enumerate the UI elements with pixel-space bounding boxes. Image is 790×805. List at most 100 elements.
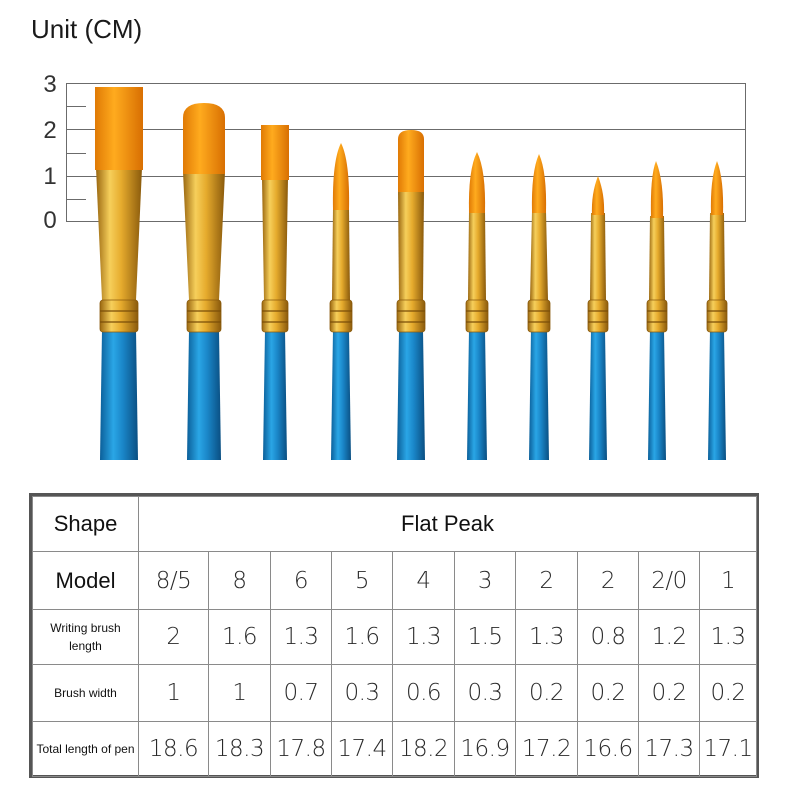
total-length-cell: 18.6 bbox=[138, 721, 209, 777]
brush-width-cell: 1 bbox=[208, 664, 271, 722]
paintbrush bbox=[183, 103, 225, 460]
brush-crimp bbox=[706, 299, 728, 333]
brush-width-cell: 0.2 bbox=[577, 664, 639, 722]
paintbrush bbox=[527, 154, 551, 460]
writing-length-cell: 1.3 bbox=[515, 609, 578, 665]
brush-crimp bbox=[329, 299, 353, 333]
total-length-cell: 17.1 bbox=[698, 721, 758, 777]
brush-crimp bbox=[465, 299, 489, 333]
brush-width-cell: 0.2 bbox=[638, 664, 700, 722]
model-row: Model 8/5 8 6 5 4 3 2 2 2/0 1 bbox=[32, 551, 758, 610]
scale-line-2 bbox=[66, 129, 746, 130]
brush-crimp bbox=[261, 299, 289, 333]
model-cell: 3 bbox=[454, 551, 516, 610]
brush-width-cell: 0.2 bbox=[515, 664, 578, 722]
scale-minor-tick bbox=[66, 199, 86, 200]
writing-length-cell: 1.5 bbox=[454, 609, 516, 665]
model-cell: 1 bbox=[698, 551, 758, 610]
brush-handle bbox=[648, 330, 666, 460]
paintbrush bbox=[706, 161, 728, 460]
writing-length-cell: 1.3 bbox=[698, 609, 758, 665]
brush-ferrule bbox=[96, 168, 142, 300]
brush-width-label: Brush width bbox=[32, 664, 139, 722]
total-length-cell: 18.2 bbox=[392, 721, 455, 777]
brush-handle bbox=[187, 330, 221, 460]
model-cell: 8/5 bbox=[138, 551, 209, 610]
brush-bristles bbox=[183, 103, 225, 174]
writing-length-cell: 1.3 bbox=[270, 609, 332, 665]
brush-set-image bbox=[95, 87, 728, 460]
brush-ferrule bbox=[468, 211, 486, 300]
brush-ferrule bbox=[262, 178, 288, 300]
brush-handle bbox=[708, 330, 726, 460]
brush-bristles bbox=[650, 161, 664, 218]
model-cell: 2 bbox=[515, 551, 578, 610]
brush-bristles bbox=[710, 161, 724, 215]
brush-crimp bbox=[587, 299, 609, 333]
unit-title: Unit (CM) bbox=[31, 14, 143, 44]
brush-width-cell: 1 bbox=[138, 664, 209, 722]
shape-label: Shape bbox=[32, 496, 139, 552]
writing-length-cell: 0.8 bbox=[577, 609, 639, 665]
total-length-cell: 17.3 bbox=[638, 721, 700, 777]
scale-label-0: 0 bbox=[43, 207, 57, 234]
brush-bristles bbox=[95, 87, 143, 170]
total-length-row: Total length of pen 18.6 18.3 17.8 17.4 … bbox=[32, 721, 758, 777]
model-cell: 8 bbox=[208, 551, 271, 610]
brush-width-cell: 0.3 bbox=[331, 664, 393, 722]
brush-crimp bbox=[646, 299, 668, 333]
writing-length-cell: 1.6 bbox=[331, 609, 393, 665]
brush-bristles bbox=[531, 154, 547, 213]
total-length-cell: 17.8 bbox=[270, 721, 332, 777]
writing-length-row: Writing brush length 2 1.6 1.3 1.6 1.3 1… bbox=[32, 609, 758, 665]
model-cell: 6 bbox=[270, 551, 332, 610]
writing-length-cell: 1.6 bbox=[208, 609, 271, 665]
model-cell: 2/0 bbox=[638, 551, 700, 610]
paintbrush bbox=[396, 130, 426, 460]
paintbrush bbox=[465, 152, 489, 460]
brush-width-cell: 0.7 bbox=[270, 664, 332, 722]
paintbrush bbox=[329, 143, 353, 460]
model-cell: 4 bbox=[392, 551, 455, 610]
total-length-cell: 17.4 bbox=[331, 721, 393, 777]
total-length-cell: 16.9 bbox=[454, 721, 516, 777]
brush-handle bbox=[100, 330, 138, 460]
scale-label-2: 2 bbox=[43, 117, 57, 144]
total-length-cell: 18.3 bbox=[208, 721, 271, 777]
writing-length-cell: 1.3 bbox=[392, 609, 455, 665]
total-length-cell: 16.6 bbox=[577, 721, 639, 777]
writing-length-cell: 1.2 bbox=[638, 609, 700, 665]
brush-bristles bbox=[332, 143, 350, 210]
brush-ferrule bbox=[709, 213, 725, 300]
total-length-cell: 17.2 bbox=[515, 721, 578, 777]
writing-length-label: Writing brush length bbox=[32, 609, 139, 665]
brush-ferrule bbox=[183, 172, 225, 300]
brush-ferrule bbox=[649, 216, 665, 300]
brush-ferrule bbox=[332, 208, 350, 300]
brush-handle bbox=[263, 330, 287, 460]
brush-bristles bbox=[468, 152, 486, 213]
brush-ferrule bbox=[530, 211, 548, 300]
shape-value: Flat Peak bbox=[137, 496, 758, 552]
brush-width-cell: 0.2 bbox=[698, 664, 758, 722]
brush-handle bbox=[529, 330, 549, 460]
brush-crimp bbox=[186, 299, 222, 333]
brush-bristles bbox=[591, 176, 605, 215]
brush-crimp bbox=[396, 299, 426, 333]
scale-label-1: 1 bbox=[43, 163, 57, 190]
brush-crimp bbox=[99, 299, 139, 333]
spec-table: Shape Flat Peak Model 8/5 8 6 5 4 3 2 2 … bbox=[29, 493, 759, 778]
scale-minor-tick bbox=[66, 106, 86, 107]
brush-handle bbox=[589, 330, 607, 460]
brush-handle bbox=[331, 330, 351, 460]
brush-bristles bbox=[398, 130, 424, 192]
brush-handle bbox=[397, 330, 425, 460]
paintbrush bbox=[261, 125, 289, 460]
brush-ferrule bbox=[398, 190, 424, 300]
scale-minor-tick bbox=[66, 153, 86, 154]
paintbrush bbox=[587, 176, 609, 460]
model-label: Model bbox=[32, 551, 139, 610]
brush-ferrule bbox=[590, 213, 606, 300]
writing-length-cell: 2 bbox=[138, 609, 209, 665]
model-cell: 5 bbox=[331, 551, 393, 610]
